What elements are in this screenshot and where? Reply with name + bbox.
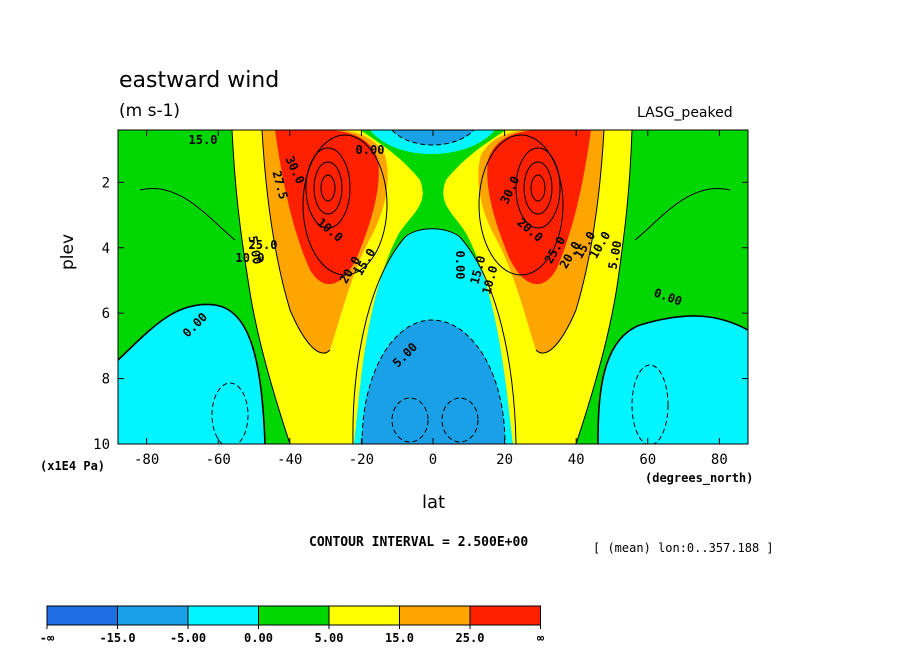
x-tick-label: -40 xyxy=(277,452,302,468)
y-axis-unit: (x1E4 Pa) xyxy=(40,459,106,473)
x-tick-label: 20 xyxy=(496,452,513,468)
mean-note: [ (mean) lon:0..357.188 ] xyxy=(593,541,774,555)
x-tick-label: 0 xyxy=(429,452,437,468)
contour-label: 10.0 xyxy=(236,251,265,265)
contour-label-text: 15.0 xyxy=(189,133,218,147)
x-tick-label: -80 xyxy=(134,452,159,468)
x-axis-unit: (degrees_north) xyxy=(645,471,754,485)
model-label: LASG_peaked xyxy=(637,105,733,121)
contour-label-text: 5.00 xyxy=(606,240,625,271)
contour-interval-label: CONTOUR INTERVAL = 2.500E+00 xyxy=(309,535,529,550)
colorbar-label: ∞ xyxy=(537,631,545,645)
wind-field xyxy=(118,130,748,444)
colorbar-label: 0.00 xyxy=(244,631,273,645)
colorbar-label: -15.0 xyxy=(99,631,135,645)
contour-label: 0.00 xyxy=(356,143,385,157)
contour-label: 15.0 xyxy=(189,133,218,147)
colorbar-label: 15.0 xyxy=(385,631,414,645)
contour-label-text: 0.00 xyxy=(356,143,385,157)
colorbar-swatch xyxy=(399,605,471,626)
contour-label: 5.00 xyxy=(606,240,625,271)
band-neg-surface-deep xyxy=(362,320,505,444)
y-tick-label: 2 xyxy=(102,175,110,191)
units-label: (m s-1) xyxy=(119,101,181,121)
colorbar-swatch xyxy=(117,605,189,626)
colorbar-swatch xyxy=(258,605,330,626)
colorbar-label: -5.00 xyxy=(170,631,206,645)
contour-label-text: 5.00 xyxy=(246,235,265,266)
y-tick-label: 10 xyxy=(93,437,110,453)
colorbar-label: 5.00 xyxy=(315,631,344,645)
colorbar-swatch xyxy=(46,605,118,626)
contour-label-text: 25.0 xyxy=(249,238,278,252)
colorbar-label: -∞ xyxy=(40,631,55,645)
x-tick-label: 80 xyxy=(711,452,728,468)
y-tick-label: 6 xyxy=(102,306,110,322)
y-axis-ticks: 2 4 6 8 10 xyxy=(93,175,748,453)
x-tick-label: 60 xyxy=(639,452,656,468)
colorbar: -∞ -15.0 -5.00 0.00 5.00 15.0 25.0 ∞ xyxy=(40,605,545,645)
band-neg-nh-surface xyxy=(598,315,748,444)
band-red-south xyxy=(275,130,379,285)
band-neg-upper-deep xyxy=(392,130,474,145)
x-axis-ticks: -80 -60 -40 -20 0 20 40 60 80 xyxy=(134,130,728,468)
x-tick-label: -60 xyxy=(206,452,231,468)
y-tick-label: 4 xyxy=(102,241,110,257)
contour-label: 0.00 xyxy=(453,251,467,280)
y-tick-label: 8 xyxy=(102,372,110,388)
colorbar-swatch xyxy=(187,605,259,626)
chart-title: eastward wind xyxy=(119,68,280,93)
contour-label-text: 0.00 xyxy=(453,251,467,280)
contour-label-text: 10.0 xyxy=(236,251,265,265)
colorbar-label: 25.0 xyxy=(456,631,485,645)
x-axis-label: lat xyxy=(422,492,446,513)
colorbar-swatch xyxy=(328,605,400,626)
contour-label: 25.0 xyxy=(249,238,278,252)
colorbar-swatch xyxy=(469,605,541,626)
x-tick-label: 40 xyxy=(568,452,585,468)
contour-label: 5.00 xyxy=(246,235,265,266)
band-red-north xyxy=(487,130,591,285)
x-tick-label: -20 xyxy=(349,452,374,468)
band-neg-sh-surface xyxy=(118,304,265,444)
